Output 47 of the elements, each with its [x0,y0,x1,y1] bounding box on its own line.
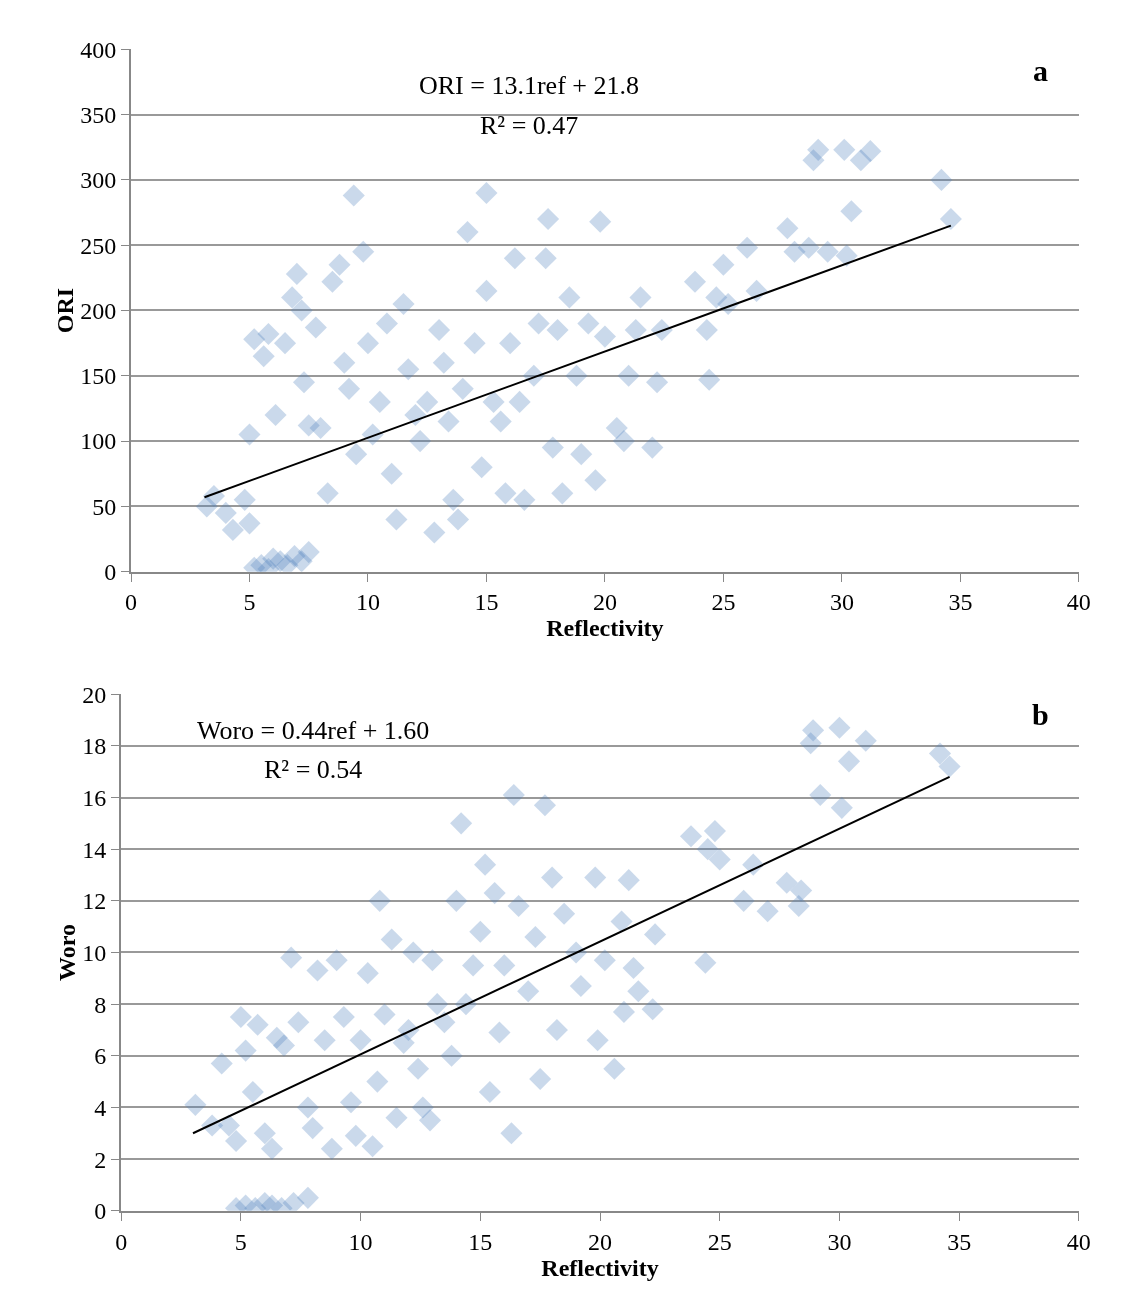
x-tick-label: 0 [125,589,137,616]
x-tick-label: 40 [1066,589,1091,616]
y-tick-label: 12 [82,888,107,915]
x-tick-label: 30 [829,589,854,616]
annotation: R² = 0.54 [264,755,363,784]
y-tick-label: 200 [80,297,117,324]
y-tick-label: 8 [94,991,107,1018]
x-tick-label: 15 [468,1228,493,1255]
y-tick-label: 6 [94,1043,107,1070]
x-axis-title: Reflectivity [546,615,664,642]
x-tick-label: 20 [588,1228,613,1255]
y-tick-label: 10 [82,939,107,966]
y-tick-label: 50 [92,493,117,520]
y-tick-label: 300 [80,167,117,194]
x-tick-label: 5 [234,1228,247,1255]
y-axis-title: ORI [51,287,78,334]
y-tick-label: 4 [94,1094,107,1121]
x-tick-label: 40 [1066,1228,1091,1255]
x-tick-label: 35 [947,1228,972,1255]
y-tick-label: 18 [82,733,107,760]
x-tick-label: 10 [355,589,380,616]
annotation: a [1033,54,1048,87]
y-tick-label: 16 [82,784,107,811]
x-tick-label: 25 [711,589,736,616]
annotation: Woro = 0.44ref + 1.60 [197,716,430,745]
x-tick-label: 25 [707,1228,732,1255]
y-tick-label: 0 [104,559,117,586]
y-tick-label: 0 [94,1198,107,1225]
y-tick-label: 20 [82,681,107,708]
y-tick-label: 150 [80,363,117,390]
x-tick-label: 10 [348,1228,373,1255]
y-axis-title: Woro [53,924,80,981]
y-tick-label: 14 [82,836,107,863]
x-tick-label: 35 [948,589,973,616]
y-tick-label: 400 [80,36,117,63]
y-tick-label: 100 [80,428,117,455]
annotation: b [1032,698,1049,731]
x-tick-label: 20 [592,589,617,616]
x-tick-label: 15 [474,589,499,616]
y-tick-label: 350 [80,101,117,128]
annotation: ORI = 13.1ref + 21.8 [419,71,639,100]
x-tick-label: 5 [243,589,256,616]
x-axis-title: Reflectivity [541,1254,659,1281]
y-tick-label: 250 [80,232,117,259]
annotation: R² = 0.47 [480,111,579,140]
y-tick-label: 2 [94,1146,107,1173]
x-tick-label: 30 [827,1228,852,1255]
